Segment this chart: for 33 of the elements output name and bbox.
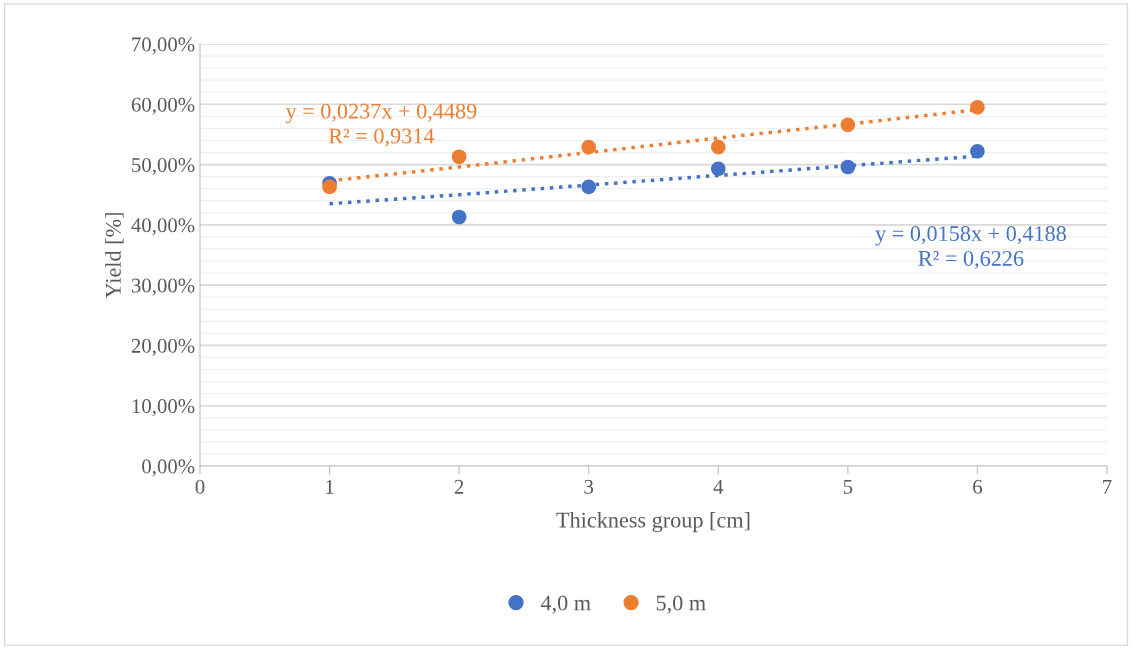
point: [840, 159, 856, 175]
x-tick-label: 4: [713, 479, 724, 494]
x-tick-label: 0: [195, 479, 205, 494]
x-tick-label: 7: [1103, 480, 1112, 494]
x-tick-label: 6: [973, 479, 983, 494]
x-axis-title: Thickness group [cm]: [556, 511, 750, 533]
y-tick-label: 60,00%: [131, 97, 195, 115]
x-tick-label: 3: [584, 479, 594, 494]
legend-label: 4,0 m: [540, 595, 591, 614]
point: [451, 149, 467, 165]
y-tick-label: 30,00%: [131, 278, 195, 296]
x-tick-label: 5: [843, 480, 853, 494]
point: [581, 179, 596, 195]
point: [322, 179, 337, 195]
legend-label: 5,0 m: [656, 595, 706, 614]
point: [581, 139, 596, 155]
y-tick-label: 0,00%: [142, 459, 195, 477]
annotation: y = 0,0237x + 0,4489 R² = 0,9314: [285, 103, 477, 147]
x-tick-label: 1: [326, 479, 334, 494]
y-tick-label: 40,00%: [131, 218, 195, 236]
point: [840, 117, 856, 133]
point: [970, 100, 985, 115]
y-tick-label: 20,00%: [131, 338, 195, 356]
y-tick-label: 70,00%: [132, 37, 195, 55]
x-tick-label: 2: [454, 479, 464, 494]
y-tick-label: 50,00%: [132, 157, 195, 175]
y-axis-title: Yield [%]: [105, 213, 124, 299]
point: [711, 139, 726, 155]
point: [451, 209, 467, 225]
y-tick-label: 10,00%: [132, 399, 195, 417]
point: [711, 161, 726, 177]
annotation: y = 0,0158x + 0,4188 R² = 0,6226: [875, 226, 1066, 270]
point: [970, 144, 985, 159]
